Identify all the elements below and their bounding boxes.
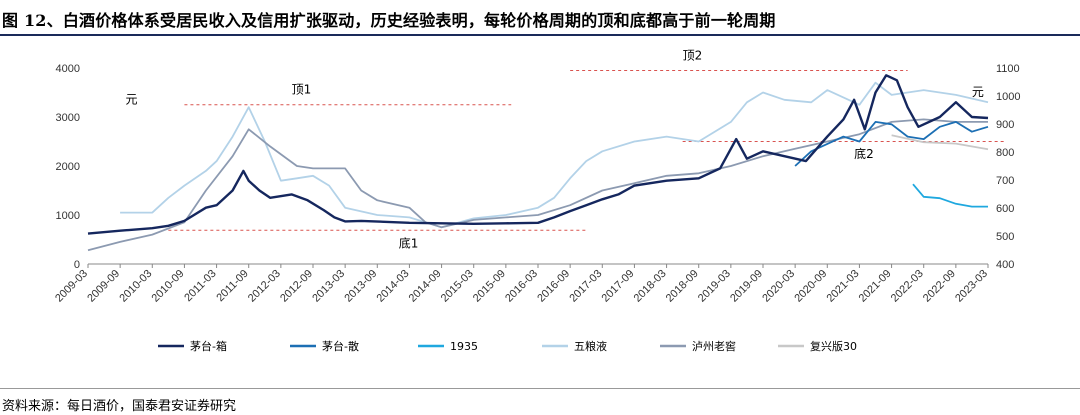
- right-tick-label: 500: [996, 231, 1014, 243]
- x-tick-label: 2019-09: [728, 268, 765, 305]
- legend-label: 茅台-散: [322, 339, 359, 353]
- right-tick-label: 600: [996, 203, 1014, 215]
- right-tick-label: 900: [996, 119, 1014, 131]
- axes-layer: 0 1000 2000 3000 4000 400 500 600 700 800 900 1000 1…: [53, 63, 1020, 305]
- annotation-label: 底1: [399, 235, 419, 250]
- annotation-label: 顶1: [292, 82, 312, 96]
- x-tick-label: 2020-09: [792, 268, 829, 305]
- annotation-label: 底2: [854, 146, 874, 161]
- right-tick-label: 800: [996, 147, 1014, 159]
- series-line: [794, 121, 989, 167]
- x-tick-label: 2013-03: [310, 268, 347, 305]
- right-tick-label: 400: [996, 259, 1014, 271]
- left-tick-label: 4000: [56, 63, 80, 75]
- figure-title: 图 12、白酒价格体系受居民收入及信用扩张驱动，历史经验表明，每轮价格周期的顶和…: [2, 11, 776, 30]
- annotation-label: 元: [126, 92, 138, 106]
- x-tick-label: 2011-09: [214, 268, 250, 304]
- x-tick-label: 2017-03: [567, 268, 604, 305]
- series-line: [120, 81, 989, 229]
- series-line: [891, 134, 989, 151]
- annotation-label: 顶2: [683, 49, 703, 63]
- x-tick-label: 2010-09: [150, 268, 187, 305]
- x-tick-label: 2021-09: [857, 268, 894, 305]
- x-tick-label: 2014-09: [407, 268, 444, 305]
- x-tick-label: 2012-03: [246, 268, 283, 305]
- x-tick-label: 2016-03: [503, 268, 540, 305]
- x-tick-label: 2009-03: [53, 268, 90, 305]
- x-tick-label: 2020-03: [760, 268, 797, 305]
- x-tick-label: 2009-09: [85, 268, 122, 305]
- source-bar: 资料来源：每日酒价，国泰君安证券研究: [0, 388, 1080, 415]
- left-tick-label: 1000: [56, 210, 80, 222]
- legend: 茅台-箱 茅台-散 1935 五粮液 泸州老窖 复兴版30: [158, 339, 857, 353]
- x-tick-label: 2013-09: [342, 268, 379, 305]
- right-tick-label: 700: [996, 175, 1014, 187]
- x-tick-label: 2015-03: [439, 268, 476, 305]
- x-tick-label: 2019-03: [696, 268, 733, 305]
- x-tick-label: 2015-09: [471, 268, 508, 305]
- legend-label: 复兴版30: [810, 339, 857, 353]
- x-tick-label: 2022-09: [921, 268, 958, 305]
- left-tick-label: 2000: [56, 161, 80, 173]
- x-tick-label: 2014-03: [375, 268, 412, 305]
- legend-label: 1935: [450, 340, 478, 353]
- x-tick-label: 2011-03: [182, 268, 218, 304]
- x-tick-label: 2016-09: [535, 268, 572, 305]
- x-tick-label: 2017-09: [600, 268, 637, 305]
- series-line: [87, 74, 989, 235]
- series-line: [87, 118, 988, 252]
- x-tick-label: 2021-03: [825, 268, 862, 305]
- series-line: [912, 183, 988, 208]
- title-bar: 图 12、白酒价格体系受居民收入及信用扩张驱动，历史经验表明，每轮价格周期的顶和…: [0, 0, 1080, 36]
- annotation-label: 元: [972, 85, 984, 99]
- x-tick-label: 2022-03: [889, 268, 926, 305]
- right-tick-label: 1000: [996, 91, 1020, 103]
- right-tick-label: 1100: [996, 63, 1020, 75]
- source-note: 资料来源：每日酒价，国泰君安证券研究: [2, 399, 237, 414]
- x-tick-label: 2012-09: [278, 268, 315, 305]
- left-tick-label: 3000: [56, 112, 80, 124]
- left-tick-label: 0: [74, 259, 80, 271]
- line-chart: 0 1000 2000 3000 4000 400 500 600 700 800 900 1000 1…: [53, 49, 1020, 353]
- x-tick-label: 2018-09: [664, 268, 701, 305]
- legend-label: 五粮液: [574, 339, 607, 353]
- x-tick-label: 2010-03: [117, 268, 154, 305]
- legend-label: 泸州老窖: [692, 339, 736, 353]
- series-layer: [87, 74, 989, 252]
- legend-label: 茅台-箱: [190, 339, 227, 353]
- x-tick-label: 2018-03: [632, 268, 669, 305]
- x-tick-label: 2023-03: [953, 268, 990, 305]
- reference-lines: [168, 69, 1005, 231]
